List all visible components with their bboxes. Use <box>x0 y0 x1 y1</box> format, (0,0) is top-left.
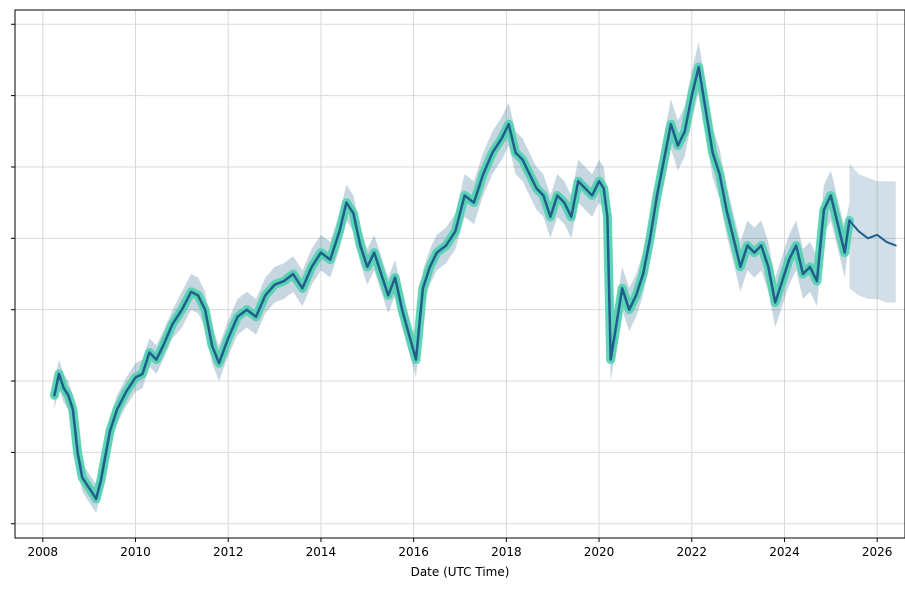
x-axis-label: Date (UTC Time) <box>411 565 510 579</box>
x-tick-label: 2010 <box>120 545 151 559</box>
x-tick-label: 2026 <box>862 545 893 559</box>
history-series-line <box>53 65 851 501</box>
x-tick-label: 2020 <box>584 545 615 559</box>
x-tick-label: 2016 <box>398 545 429 559</box>
x-tick-label: 2008 <box>28 545 59 559</box>
x-axis-ticks: 2008 2010 2012 2014 2016 2018 2020 2022 2024 2026 <box>28 538 893 559</box>
x-tick-label: 2022 <box>676 545 707 559</box>
forecast-series-line <box>848 219 897 247</box>
plot-area-frame <box>14 9 905 539</box>
gridlines <box>15 10 905 538</box>
x-tick-label: 2012 <box>213 545 244 559</box>
series-lines <box>49 62 897 504</box>
y-axis-ticks <box>11 23 15 525</box>
x-tick-label: 2014 <box>306 545 337 559</box>
x-tick-label: 2018 <box>491 545 522 559</box>
confidence-bands <box>54 42 896 513</box>
history-highlight-line <box>49 62 854 504</box>
history-confidence-band <box>54 42 850 513</box>
x-tick-label: 2024 <box>769 545 800 559</box>
forecast-confidence-band <box>849 163 896 303</box>
